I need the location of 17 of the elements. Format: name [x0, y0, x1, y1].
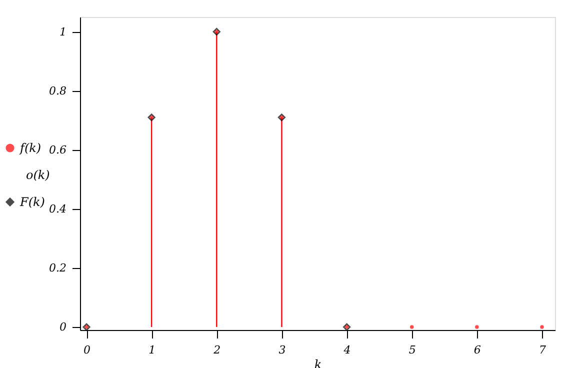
x-tick-label: 2: [212, 344, 221, 356]
x-tick-label: 1: [148, 344, 156, 356]
x-tick-label: 6: [474, 344, 481, 356]
legend-label: f(k): [19, 141, 42, 155]
y-tick-label: 0.2: [49, 261, 66, 274]
text: o(k): [26, 168, 50, 182]
y-tick-label: 0.6: [49, 143, 66, 156]
x-tick-label: 7: [538, 344, 546, 356]
y-tick-label: 0.4: [49, 202, 66, 216]
x-tick-label: 0: [84, 344, 91, 356]
y-tick-label: 0: [60, 320, 66, 334]
x-tick-label: 5: [408, 344, 416, 356]
y-tick-label: 0.8: [49, 84, 66, 98]
legend-label: F(k): [19, 195, 46, 209]
x-tick-label: 3: [278, 344, 286, 356]
y-tick-label: 1: [60, 25, 66, 38]
x-tick-label: 4: [342, 344, 351, 356]
